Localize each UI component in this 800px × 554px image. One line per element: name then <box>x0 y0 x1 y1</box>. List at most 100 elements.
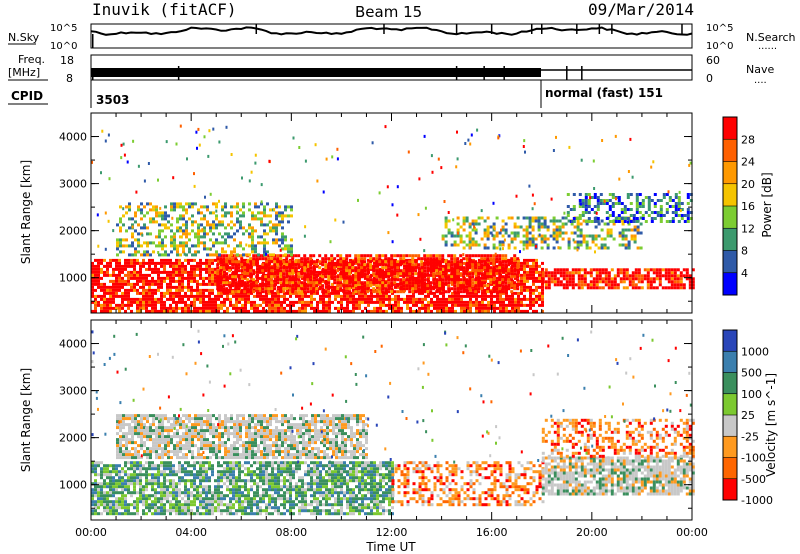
heatmap-cell <box>264 266 268 270</box>
heatmap-cell <box>306 275 310 279</box>
heatmap-cell <box>94 488 97 492</box>
heatmap-cell <box>496 264 499 268</box>
heatmap-cell <box>360 275 364 279</box>
heatmap-cell <box>504 269 508 273</box>
heatmap-cell <box>348 284 352 288</box>
heatmap-cell <box>184 291 187 295</box>
heatmap-cell <box>295 291 298 295</box>
heatmap-cell <box>585 222 589 226</box>
heatmap-cell <box>139 488 142 492</box>
heatmap-cell <box>154 282 157 286</box>
heatmap-cell <box>303 263 307 267</box>
heatmap-cell <box>507 275 511 279</box>
heatmap-cell <box>673 274 677 278</box>
heatmap-cell <box>517 294 520 298</box>
heatmap-cell <box>483 275 487 279</box>
heatmap-cell <box>355 261 358 265</box>
heatmap-cell <box>119 220 122 224</box>
heatmap-cell <box>91 500 94 504</box>
heatmap-cell <box>578 199 582 202</box>
heatmap-cell <box>161 211 164 215</box>
heatmap-cell <box>142 500 145 504</box>
heatmap-cell <box>668 199 672 202</box>
heatmap-cell <box>438 278 442 282</box>
heatmap-cell <box>438 263 442 267</box>
heatmap-cell <box>498 275 502 279</box>
heatmap-cell <box>301 300 304 304</box>
heatmap-cell <box>205 267 208 271</box>
heatmap-cell <box>589 268 593 272</box>
heatmap-cell <box>91 282 94 286</box>
heatmap-cell <box>625 286 629 290</box>
heatmap-cell <box>492 272 496 276</box>
heatmap-cell <box>486 266 490 270</box>
heatmap-cell <box>236 202 239 206</box>
heatmap-cell <box>121 276 124 280</box>
heatmap-cell <box>199 258 202 262</box>
heatmap-cell <box>646 271 650 275</box>
heatmap-cell <box>601 271 605 275</box>
heatmap-cell <box>396 290 400 294</box>
heatmap-cell <box>270 257 274 261</box>
heatmap-cell <box>520 261 523 265</box>
heatmap-cell <box>290 244 293 248</box>
heatmap-cell <box>417 263 421 267</box>
heatmap-cell <box>146 244 149 248</box>
heatmap-cell <box>281 247 284 251</box>
heatmap-cell <box>399 287 403 291</box>
heatmap-cell <box>121 279 124 283</box>
heatmap-cell <box>163 276 166 280</box>
heatmap-cell <box>553 283 557 287</box>
heatmap-cell <box>450 272 454 276</box>
heatmap-cell <box>465 290 469 294</box>
heatmap-cell <box>199 267 202 271</box>
heatmap-cell <box>517 291 520 295</box>
heatmap-cell <box>430 291 433 295</box>
heatmap-cell <box>474 254 478 258</box>
heatmap-cell <box>146 211 149 215</box>
heatmap-cell <box>408 266 412 270</box>
heatmap-cell <box>249 275 253 279</box>
heatmap-cell <box>109 479 112 483</box>
heatmap-cell <box>611 193 615 196</box>
heatmap-cell <box>139 500 142 504</box>
heatmap-cell <box>242 226 245 230</box>
heatmap-cell <box>222 287 226 291</box>
heatmap-cell <box>133 467 136 471</box>
heatmap-cell <box>505 294 508 298</box>
heatmap-cell <box>516 284 520 288</box>
heatmap-cell <box>634 274 638 278</box>
heatmap-cell <box>273 272 277 276</box>
heatmap-cell <box>339 287 343 291</box>
heatmap-cell <box>429 290 433 294</box>
heatmap-speck <box>447 211 450 214</box>
heatmap-cell <box>256 306 259 310</box>
heatmap-cell <box>339 275 343 279</box>
heatmap-cell <box>321 257 325 261</box>
heatmap-cell <box>166 270 169 274</box>
heatmap-cell <box>297 290 301 294</box>
heatmap-cell <box>270 260 274 264</box>
heatmap-cell <box>451 282 454 286</box>
heatmap-cell <box>460 300 463 304</box>
heatmap-cell <box>270 281 274 285</box>
heatmap-cell <box>537 228 541 232</box>
heatmap-cell <box>194 244 197 248</box>
heatmap-cell <box>334 291 337 295</box>
heatmap-cell <box>100 309 103 313</box>
heatmap-cell <box>671 220 675 223</box>
heatmap-cell <box>145 303 148 307</box>
heatmap-cell <box>544 268 548 272</box>
heatmap-cell <box>522 243 526 247</box>
heatmap-cell <box>381 263 385 267</box>
heatmap-cell <box>352 285 355 289</box>
heatmap-cell <box>161 253 164 257</box>
heatmap-speck <box>579 202 582 206</box>
heatmap-cell <box>453 272 457 276</box>
heatmap-cell <box>634 268 638 272</box>
heatmap-cell <box>200 235 203 239</box>
heatmap-cell <box>205 303 208 307</box>
heatmap-cell <box>224 205 227 209</box>
heatmap-cell <box>492 254 496 258</box>
heatmap-cell <box>607 283 611 287</box>
